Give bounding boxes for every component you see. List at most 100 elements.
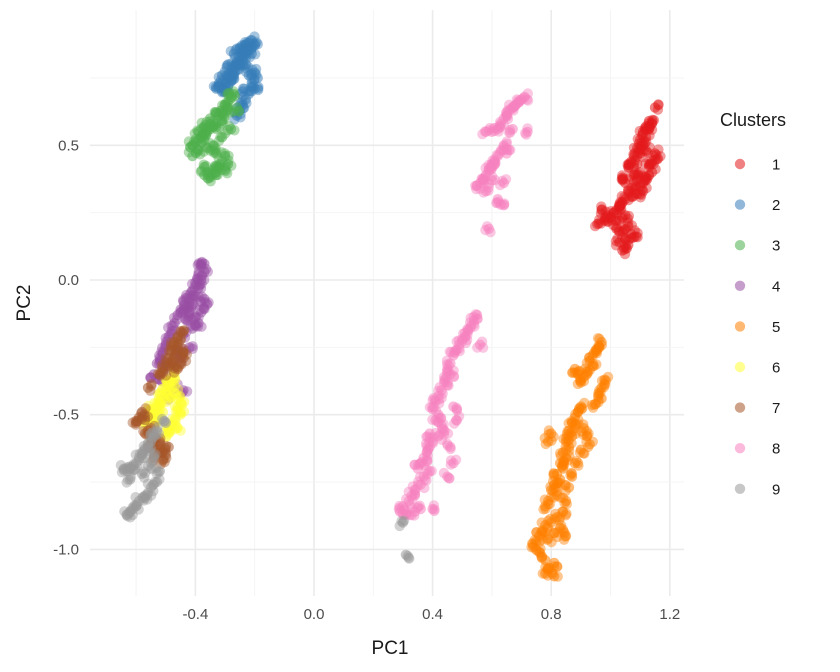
data-point	[622, 217, 634, 228]
data-point	[230, 44, 241, 56]
data-point	[552, 571, 563, 582]
data-point	[213, 71, 224, 83]
data-point	[451, 404, 463, 415]
data-point	[124, 507, 135, 518]
data-point	[649, 154, 661, 165]
legend-item-cluster-3: 3	[734, 238, 780, 255]
data-point	[552, 531, 563, 543]
data-point	[151, 397, 163, 409]
data-point	[212, 82, 224, 94]
data-point	[427, 432, 439, 443]
data-point	[500, 174, 512, 185]
data-point	[536, 552, 547, 564]
legend-label: 7	[772, 400, 780, 417]
data-point	[229, 114, 240, 125]
data-point	[547, 568, 558, 580]
data-point	[628, 190, 639, 202]
data-point	[486, 175, 498, 186]
data-point	[552, 561, 563, 572]
data-point	[138, 426, 149, 437]
data-point	[145, 404, 157, 415]
data-point	[199, 121, 210, 132]
data-point	[465, 312, 476, 324]
data-point	[202, 168, 213, 180]
data-point	[122, 474, 134, 485]
data-point	[547, 476, 559, 487]
data-point	[228, 71, 239, 83]
data-point	[168, 367, 180, 378]
data-point	[478, 187, 489, 198]
data-point	[192, 273, 203, 285]
legend-key	[734, 443, 746, 454]
data-point	[444, 473, 455, 484]
data-point	[485, 227, 496, 238]
data-point	[507, 101, 518, 113]
data-point	[169, 419, 180, 431]
data-point	[538, 504, 549, 515]
data-point	[588, 347, 600, 359]
data-point	[125, 512, 136, 523]
data-point	[189, 320, 201, 331]
data-point	[570, 419, 581, 430]
data-point	[409, 459, 420, 470]
data-point	[154, 387, 165, 399]
data-point	[119, 463, 130, 474]
data-point	[196, 291, 207, 302]
data-point	[594, 214, 605, 225]
data-point	[570, 428, 581, 440]
data-point	[637, 185, 649, 197]
data-point	[121, 477, 132, 488]
data-point	[142, 478, 154, 489]
data-point	[434, 429, 446, 440]
data-point	[165, 341, 177, 352]
data-point	[151, 414, 163, 426]
data-point	[646, 124, 658, 135]
data-point	[554, 514, 565, 526]
data-point	[146, 380, 157, 392]
data-point	[575, 444, 587, 455]
data-point	[593, 218, 604, 229]
data-point	[450, 454, 462, 465]
data-point	[222, 125, 234, 136]
x-tick-label: 0.0	[304, 606, 325, 623]
data-point	[142, 411, 154, 422]
data-point	[183, 312, 194, 323]
data-point	[215, 131, 226, 143]
y-tick-label: 0.5	[58, 137, 79, 154]
data-point	[406, 502, 417, 514]
data-point	[397, 517, 409, 528]
data-point	[448, 370, 459, 382]
data-point	[545, 491, 557, 503]
data-point	[429, 401, 440, 413]
data-point	[192, 143, 203, 155]
cluster-9-points	[115, 413, 415, 564]
data-point	[415, 471, 426, 483]
data-point	[122, 511, 133, 522]
data-point	[160, 417, 171, 428]
data-point	[552, 477, 563, 489]
data-point	[219, 148, 230, 159]
data-point	[154, 439, 165, 451]
data-point	[441, 355, 453, 366]
data-point	[205, 116, 216, 127]
data-point	[560, 480, 571, 491]
data-point	[451, 336, 462, 347]
data-point	[210, 109, 221, 120]
data-point	[125, 474, 136, 485]
legend-item-cluster-4: 4	[734, 278, 780, 295]
data-point	[183, 136, 195, 147]
legend-key	[734, 361, 746, 373]
data-point	[632, 159, 643, 170]
legend-label: 6	[772, 360, 780, 377]
data-point	[211, 107, 222, 119]
data-point	[187, 341, 198, 352]
data-point	[632, 232, 643, 243]
data-point	[653, 144, 664, 155]
data-point	[599, 374, 610, 385]
data-point	[228, 106, 239, 117]
data-point	[502, 144, 513, 155]
data-point	[495, 199, 506, 210]
data-point	[614, 237, 625, 248]
data-point	[156, 367, 167, 378]
data-point	[624, 159, 635, 171]
